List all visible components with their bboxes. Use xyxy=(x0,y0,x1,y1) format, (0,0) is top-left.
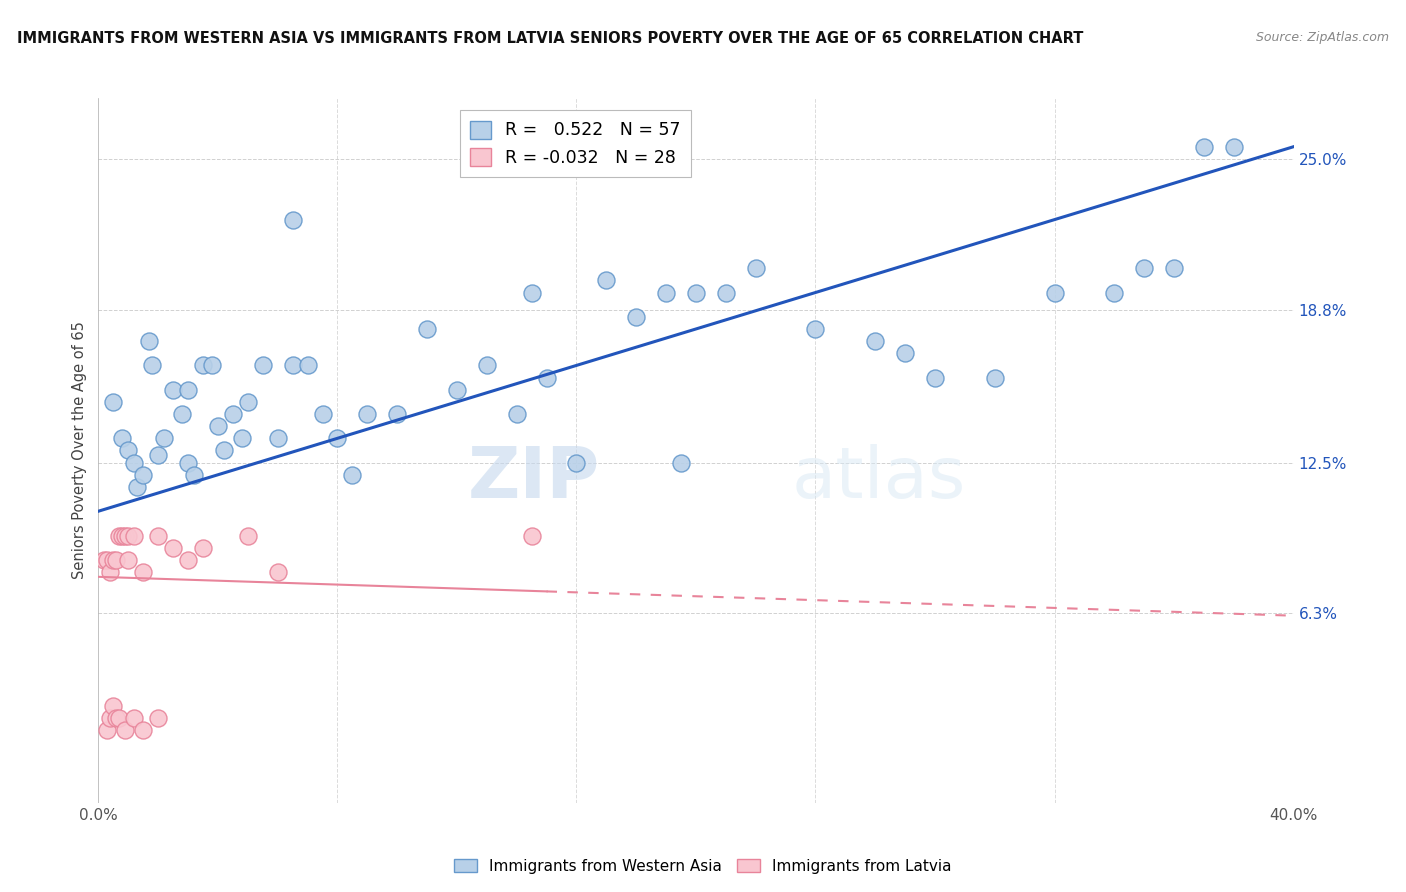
Point xyxy=(124,528,146,542)
Point xyxy=(96,553,118,567)
Point xyxy=(655,285,678,300)
Point xyxy=(153,431,176,445)
Point xyxy=(103,698,125,713)
Point xyxy=(127,480,149,494)
Point xyxy=(103,395,125,409)
Point xyxy=(475,359,498,373)
Point xyxy=(96,723,118,737)
Point xyxy=(111,528,134,542)
Point xyxy=(565,456,588,470)
Point xyxy=(626,310,648,324)
Point xyxy=(506,407,529,421)
Point xyxy=(267,565,290,579)
Point xyxy=(267,431,290,445)
Point xyxy=(236,528,259,542)
Text: Source: ZipAtlas.com: Source: ZipAtlas.com xyxy=(1256,31,1389,45)
Point xyxy=(669,456,692,470)
Point xyxy=(117,443,139,458)
Point xyxy=(297,359,319,373)
Point xyxy=(105,553,128,567)
Text: atlas: atlas xyxy=(792,444,966,513)
Point xyxy=(236,395,259,409)
Point xyxy=(141,359,163,373)
Point xyxy=(108,711,131,725)
Point xyxy=(520,285,543,300)
Point xyxy=(124,711,146,725)
Point xyxy=(103,553,125,567)
Point xyxy=(98,565,122,579)
Point xyxy=(148,528,170,542)
Point xyxy=(865,334,887,348)
Point xyxy=(1043,285,1066,300)
Legend: R =   0.522   N = 57, R = -0.032   N = 28: R = 0.522 N = 57, R = -0.032 N = 28 xyxy=(460,111,690,178)
Point xyxy=(177,383,200,397)
Point xyxy=(124,456,146,470)
Point xyxy=(222,407,245,421)
Point xyxy=(685,285,707,300)
Point xyxy=(162,383,184,397)
Point xyxy=(595,273,617,287)
Point xyxy=(1192,139,1215,153)
Point xyxy=(356,407,378,421)
Point xyxy=(111,431,134,445)
Point xyxy=(191,359,214,373)
Point xyxy=(924,370,946,384)
Point xyxy=(745,261,768,276)
Point xyxy=(98,711,122,725)
Point xyxy=(1104,285,1126,300)
Point xyxy=(714,285,737,300)
Point xyxy=(342,467,364,482)
Point xyxy=(105,711,128,725)
Point xyxy=(108,528,131,542)
Point xyxy=(132,467,155,482)
Text: ZIP: ZIP xyxy=(468,444,600,513)
Y-axis label: Seniors Poverty Over the Age of 65: Seniors Poverty Over the Age of 65 xyxy=(72,321,87,580)
Point xyxy=(132,565,155,579)
Point xyxy=(138,334,160,348)
Point xyxy=(172,407,194,421)
Point xyxy=(385,407,409,421)
Point xyxy=(536,370,558,384)
Point xyxy=(252,359,274,373)
Point xyxy=(1163,261,1185,276)
Point xyxy=(1133,261,1156,276)
Text: IMMIGRANTS FROM WESTERN ASIA VS IMMIGRANTS FROM LATVIA SENIORS POVERTY OVER THE : IMMIGRANTS FROM WESTERN ASIA VS IMMIGRAN… xyxy=(17,31,1083,46)
Point xyxy=(326,431,349,445)
Point xyxy=(191,541,214,555)
Point xyxy=(148,448,170,462)
Point xyxy=(177,553,200,567)
Point xyxy=(207,419,229,434)
Point xyxy=(148,711,170,725)
Point xyxy=(117,553,139,567)
Point xyxy=(183,467,205,482)
Point xyxy=(416,322,439,336)
Point xyxy=(894,346,917,360)
Point xyxy=(1223,139,1246,153)
Point xyxy=(93,553,115,567)
Point xyxy=(201,359,224,373)
Point xyxy=(281,359,304,373)
Point xyxy=(114,528,136,542)
Point xyxy=(114,723,136,737)
Legend: Immigrants from Western Asia, Immigrants from Latvia: Immigrants from Western Asia, Immigrants… xyxy=(449,853,957,880)
Point xyxy=(281,212,304,227)
Point xyxy=(520,528,543,542)
Point xyxy=(231,431,253,445)
Point xyxy=(984,370,1007,384)
Point xyxy=(212,443,235,458)
Point xyxy=(177,456,200,470)
Point xyxy=(446,383,468,397)
Point xyxy=(311,407,333,421)
Point xyxy=(804,322,827,336)
Point xyxy=(117,528,139,542)
Point xyxy=(132,723,155,737)
Point xyxy=(162,541,184,555)
